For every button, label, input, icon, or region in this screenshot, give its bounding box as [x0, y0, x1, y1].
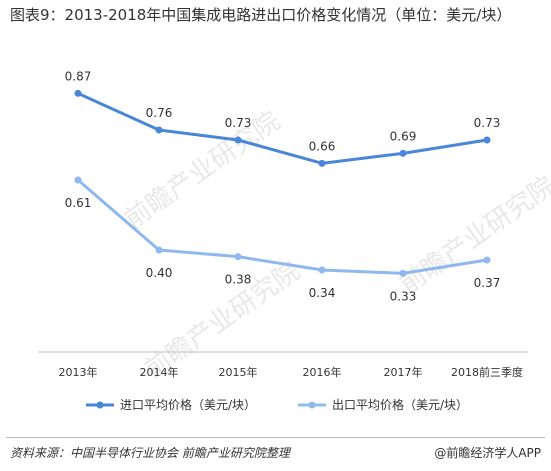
x-tick-label: 2018前三季度 [451, 365, 523, 379]
data-label: 0.69 [390, 129, 417, 143]
chart-title: 图表9：2013-2018年中国集成电路进出口价格变化情况（单位：美元/块） [10, 6, 512, 24]
data-label: 0.38 [225, 273, 252, 287]
footer-divider [6, 437, 545, 438]
data-labels: 0.87 0.76 0.73 0.66 0.69 0.73 0.61 0.40 0.38 0.34… [65, 69, 501, 303]
data-label: 0.40 [146, 266, 173, 280]
data-point [483, 136, 491, 144]
data-point [155, 246, 163, 254]
data-point [155, 126, 163, 134]
data-label: 0.37 [474, 276, 501, 290]
data-point [318, 159, 326, 167]
x-axis: 2013年 2014年 2015年 2016年 2017年 2018前三季度 [38, 351, 528, 379]
data-label: 0.66 [309, 139, 336, 153]
x-tick-label: 2014年 [140, 365, 179, 379]
legend-label: 出口平均价格（美元/块） [332, 397, 468, 412]
source-note: 资料来源：中国半导体行业协会 前瞻产业研究院整理 [10, 446, 290, 460]
series-points [74, 89, 491, 277]
data-point [399, 149, 407, 157]
data-point [399, 269, 407, 277]
data-point [74, 89, 82, 97]
series-lines [77, 91, 488, 275]
data-point [234, 253, 242, 261]
data-label: 0.61 [65, 196, 92, 210]
x-tick-label: 2016年 [303, 365, 342, 379]
series-line-1 [77, 178, 488, 275]
data-label: 0.34 [309, 286, 336, 300]
data-point [74, 176, 82, 184]
x-tick-label: 2015年 [219, 365, 258, 379]
brand-credit: @前瞻经济学人APP [434, 446, 541, 460]
data-point [318, 266, 326, 274]
data-point [234, 136, 242, 144]
data-label: 0.33 [390, 289, 417, 303]
legend-swatch-point [96, 401, 104, 409]
data-point [483, 256, 491, 264]
data-label: 0.73 [474, 116, 501, 130]
x-tick-label: 2017年 [384, 365, 423, 379]
series-line-0 [77, 91, 488, 165]
legend-swatch-point [308, 401, 316, 409]
legend-label: 进口平均价格（美元/块） [120, 397, 256, 412]
legend: 进口平均价格（美元/块） 出口平均价格（美元/块） [86, 397, 468, 412]
data-label: 0.87 [65, 69, 92, 83]
data-label: 0.73 [225, 116, 252, 130]
data-label: 0.76 [146, 106, 173, 120]
x-tick-label: 2013年 [59, 365, 98, 379]
